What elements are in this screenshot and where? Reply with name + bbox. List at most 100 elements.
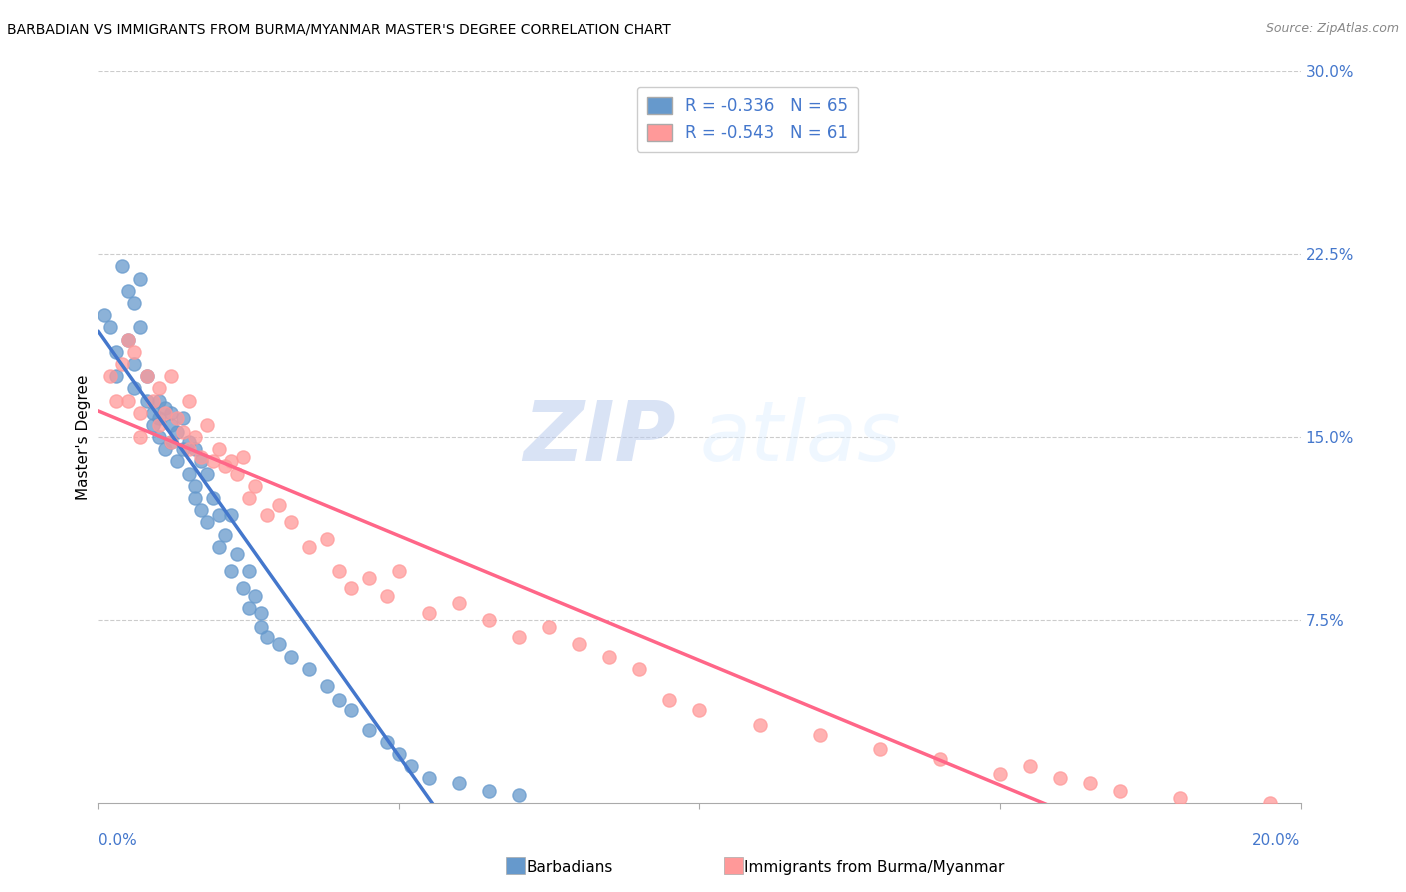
Point: [177, 467, 200, 481]
Point: [105, 393, 128, 408]
Point: [153, 406, 176, 420]
Point: [808, 727, 831, 741]
Point: [375, 735, 398, 749]
Point: [159, 369, 181, 384]
Point: [748, 718, 770, 732]
Y-axis label: Master's Degree: Master's Degree: [76, 375, 91, 500]
Point: [172, 442, 194, 457]
Point: [298, 662, 321, 676]
Point: [183, 491, 205, 505]
Point: [172, 425, 194, 440]
Point: [148, 430, 170, 444]
Point: [298, 540, 321, 554]
Point: [1109, 783, 1132, 797]
Text: Immigrants from Burma/Myanmar: Immigrants from Burma/Myanmar: [744, 860, 1004, 874]
Point: [315, 533, 337, 547]
Point: [105, 369, 128, 384]
Legend: R = -0.336   N = 65, R = -0.543   N = 61: R = -0.336 N = 65, R = -0.543 N = 61: [637, 87, 858, 152]
Text: atlas: atlas: [699, 397, 901, 477]
Point: [238, 491, 260, 505]
Point: [195, 516, 218, 530]
Point: [141, 406, 163, 420]
Point: [478, 613, 501, 627]
Point: [177, 442, 200, 457]
Point: [340, 581, 363, 595]
Point: [135, 393, 157, 408]
Point: [201, 454, 224, 468]
Point: [111, 357, 134, 371]
Point: [183, 430, 205, 444]
Point: [340, 703, 363, 717]
Point: [117, 333, 139, 347]
Point: [129, 320, 152, 334]
Point: [111, 260, 134, 274]
Text: 0.0%: 0.0%: [98, 833, 138, 848]
Point: [190, 450, 212, 464]
Point: [232, 450, 254, 464]
Point: [177, 434, 200, 449]
Point: [249, 606, 271, 620]
Point: [598, 649, 620, 664]
Point: [256, 508, 278, 522]
Point: [388, 564, 411, 578]
Point: [159, 406, 181, 420]
Point: [124, 296, 146, 310]
Point: [1019, 759, 1042, 773]
Point: [267, 637, 290, 651]
Point: [166, 410, 188, 425]
Point: [238, 600, 260, 615]
Point: [357, 723, 380, 737]
Point: [249, 620, 271, 634]
Point: [195, 417, 218, 432]
Point: [328, 693, 350, 707]
Point: [508, 630, 530, 644]
Point: [1078, 776, 1101, 790]
Point: [190, 503, 212, 517]
Point: [256, 630, 278, 644]
Point: [225, 547, 247, 561]
Point: [153, 401, 176, 415]
Point: [1260, 796, 1282, 810]
Point: [117, 393, 139, 408]
Point: [447, 776, 470, 790]
Point: [929, 752, 952, 766]
Point: [243, 589, 266, 603]
Point: [280, 649, 302, 664]
Point: [399, 759, 422, 773]
Point: [135, 369, 157, 384]
Point: [124, 381, 146, 395]
Point: [447, 596, 470, 610]
Point: [315, 679, 337, 693]
Point: [1170, 791, 1192, 805]
Point: [117, 284, 139, 298]
Point: [478, 783, 501, 797]
Text: BARBADIAN VS IMMIGRANTS FROM BURMA/MYANMAR MASTER'S DEGREE CORRELATION CHART: BARBADIAN VS IMMIGRANTS FROM BURMA/MYANM…: [7, 22, 671, 37]
Point: [100, 320, 122, 334]
Point: [208, 540, 231, 554]
Point: [357, 572, 380, 586]
Point: [988, 766, 1011, 780]
Point: [124, 357, 146, 371]
Point: [159, 434, 181, 449]
Point: [219, 564, 242, 578]
Text: Barbadians: Barbadians: [526, 860, 613, 874]
Point: [148, 381, 170, 395]
Point: [238, 564, 260, 578]
Point: [219, 454, 242, 468]
Point: [148, 417, 170, 432]
Point: [232, 581, 254, 595]
Point: [219, 508, 242, 522]
Point: [100, 369, 122, 384]
Point: [159, 434, 181, 449]
Point: [129, 430, 152, 444]
Point: [183, 479, 205, 493]
Point: [190, 454, 212, 468]
Point: [208, 442, 231, 457]
Text: ZIP: ZIP: [523, 397, 675, 477]
Point: [166, 454, 188, 468]
Point: [214, 527, 236, 541]
Point: [124, 344, 146, 359]
Point: [135, 369, 157, 384]
Point: [166, 425, 188, 440]
Point: [375, 589, 398, 603]
